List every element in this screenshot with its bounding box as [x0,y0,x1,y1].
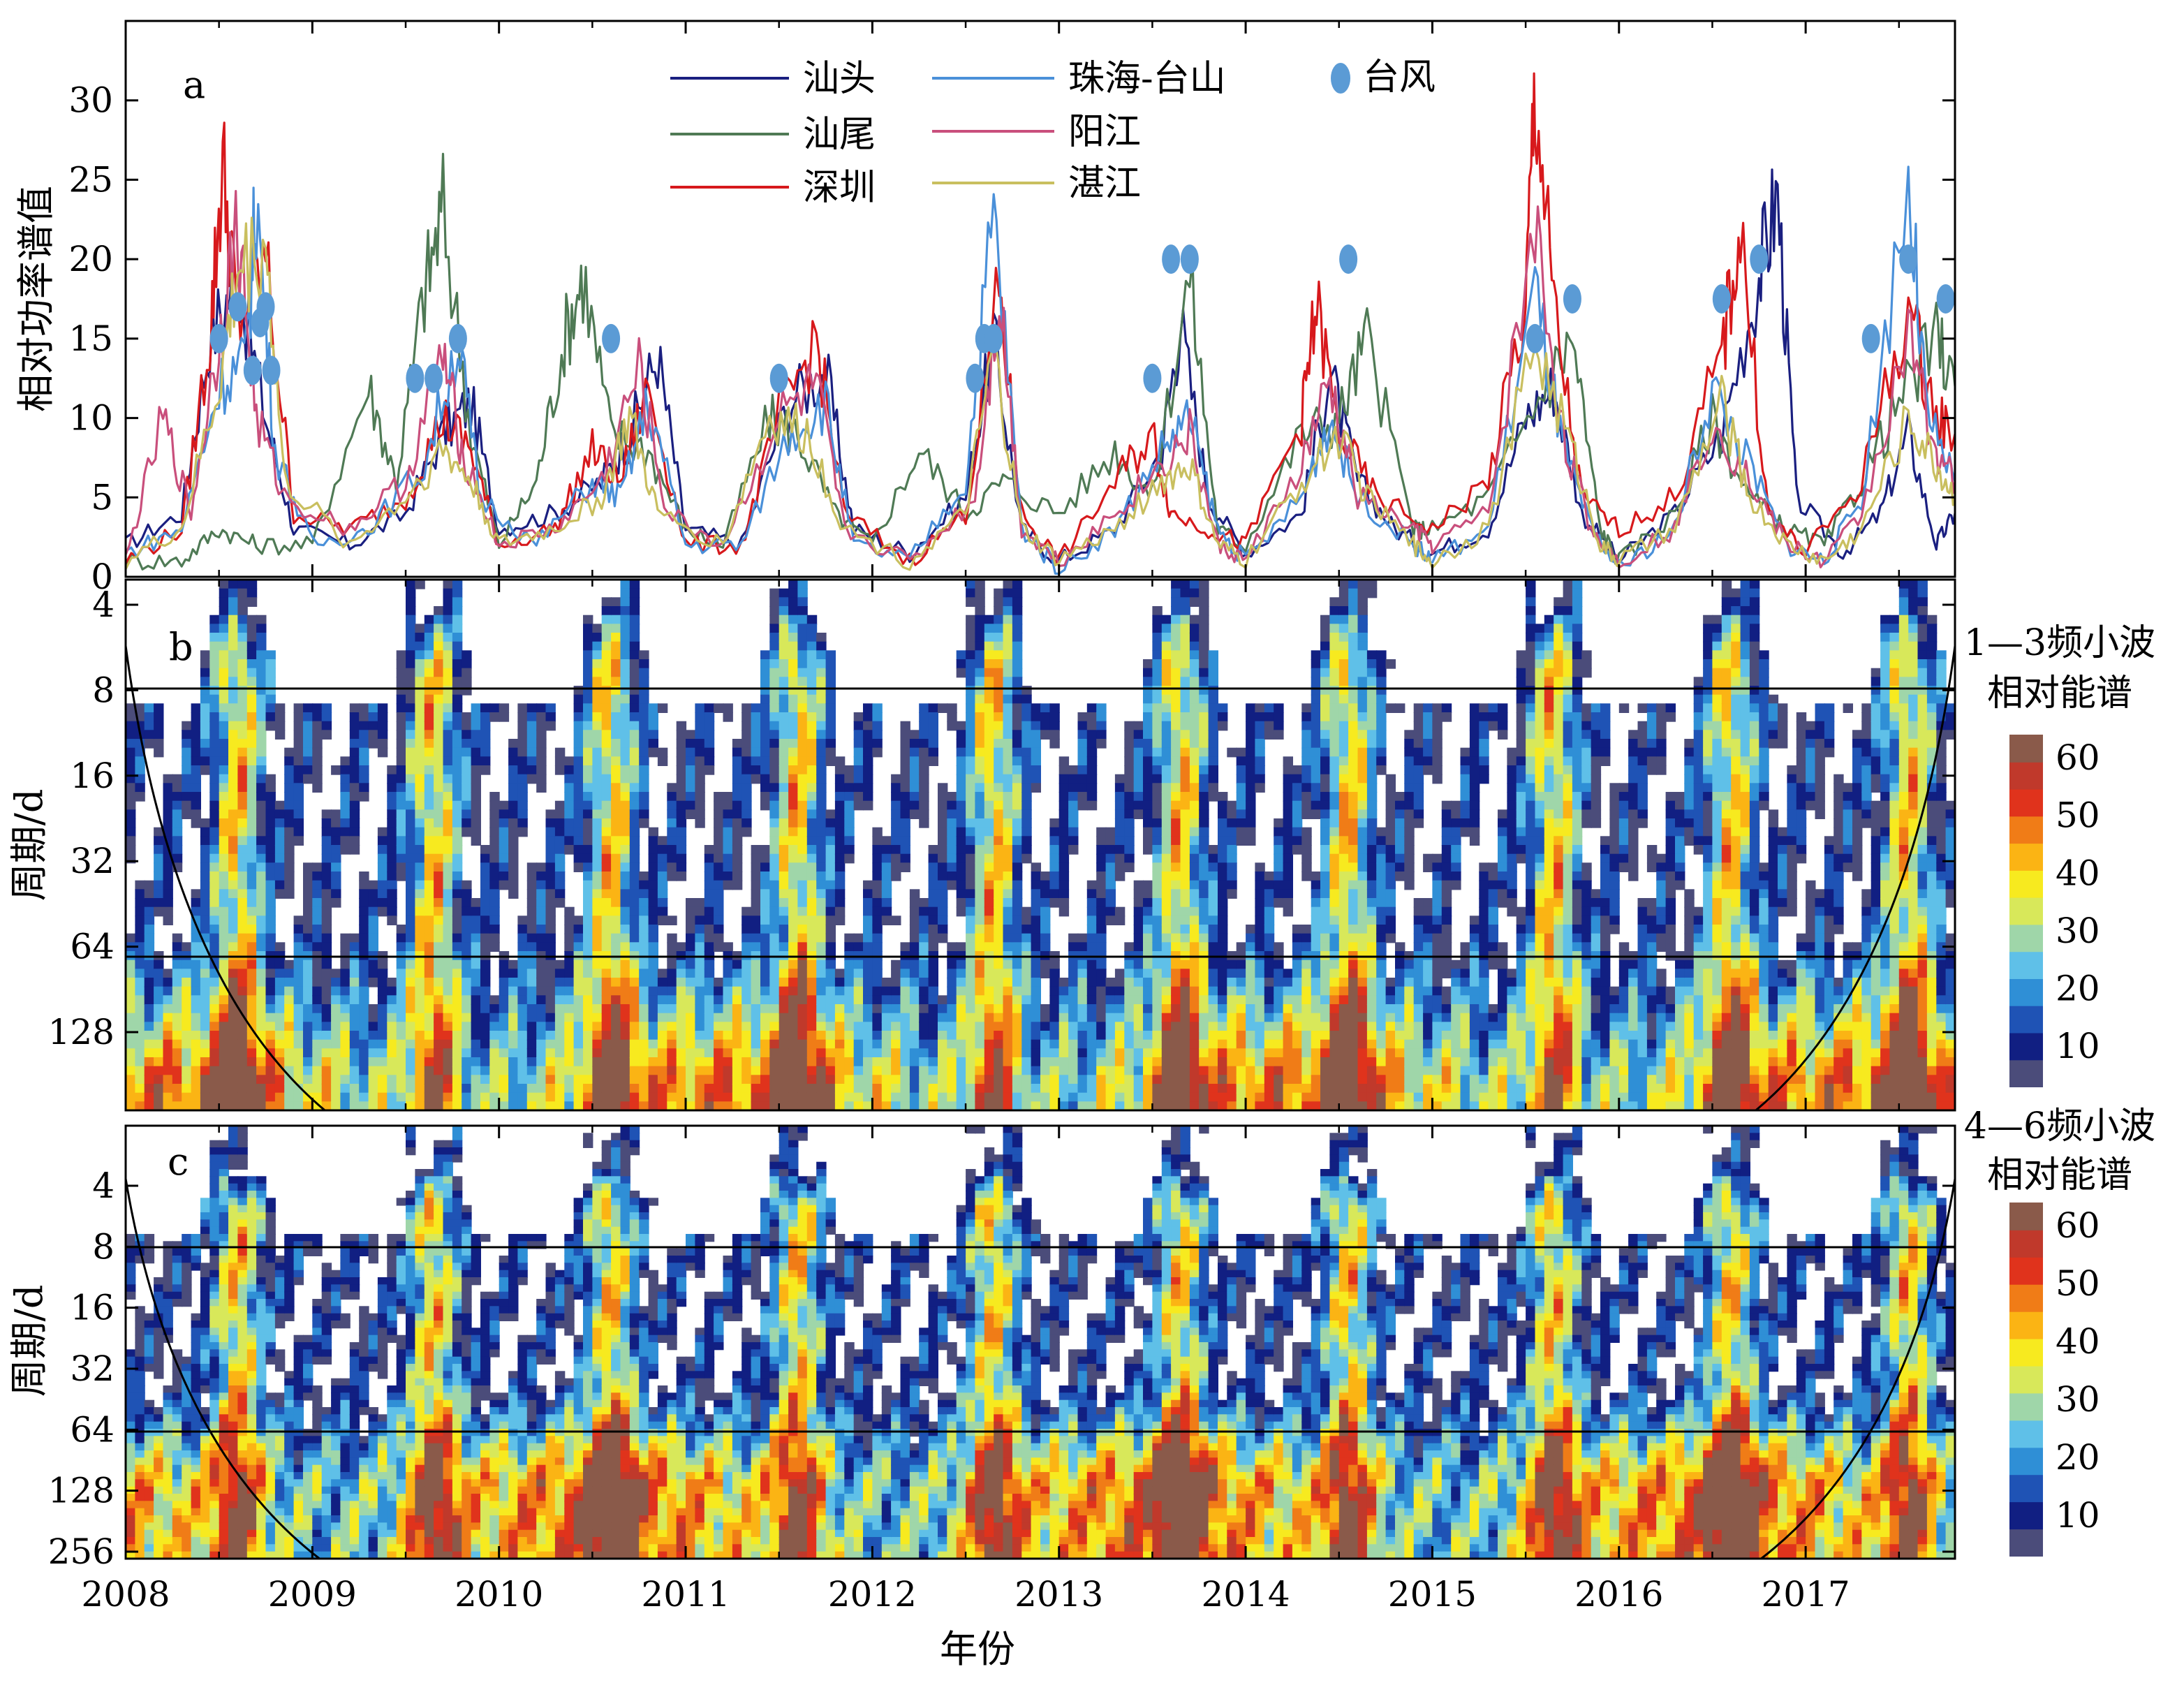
typhoon-marker [966,364,984,393]
typhoon-marker [1143,364,1161,393]
typhoon-marker [1713,284,1731,314]
typhoon-marker [1162,244,1180,274]
colorbar-c-title-2: 相对能谱 [1987,1154,2132,1196]
x-tick: 2013 [1014,1574,1103,1615]
wavelet-c [119,1126,1962,1615]
y-tick-c: 4 [92,1165,115,1206]
x-tick: 2012 [828,1574,917,1615]
y-tick-b: 4 [92,584,115,625]
colorbar-tick: 60 [2056,737,2100,778]
x-label: 年份 [940,1627,1015,1671]
typhoon-marker [1339,244,1357,274]
y-tick-a: 20 [68,239,113,279]
y-tick-a: 5 [91,477,113,517]
colorbar-tick: 50 [2056,795,2100,836]
colorbar-tick: 50 [2056,1263,2100,1304]
y-label-c: 周期/d [7,1285,51,1397]
y-label-a: 相对功率谱值 [14,186,58,412]
typhoon-marker [425,364,443,393]
y-tick-c: 256 [48,1531,115,1572]
colorbar-tick: 40 [2056,853,2100,893]
typhoon-marker [984,324,1003,353]
x-tick: 2015 [1388,1574,1477,1615]
colorbar-b-title-1: 1—3频小波 [1964,622,2155,664]
y-tick-b: 128 [48,1012,115,1052]
colorbar-b: 10 20 30 40 50 60 [2009,735,2100,1087]
y-tick-c: 128 [48,1471,115,1511]
typhoon-marker [602,324,620,353]
colorbar-b-title-2: 相对能谱 [1987,672,2132,714]
typhoon-marker [770,364,788,393]
colorbar-tick: 20 [2056,969,2100,1009]
typhoon-marker [263,355,281,385]
y-tick-c: 8 [92,1226,115,1267]
typhoon-marker [1937,284,1955,314]
typhoon-marker [228,292,246,321]
legend-zhuhai: 珠海-台山 [1068,58,1226,100]
legend-typhoon: 台风 [1363,57,1436,98]
y-label-b: 周期/d [7,789,51,902]
y-tick-c: 16 [70,1288,115,1328]
frame-a [126,21,1955,577]
legend-shanwei: 汕尾 [803,114,876,156]
y-tick-b: 32 [70,841,115,881]
typhoon-marker [210,324,228,353]
panel-label-b: b [169,625,193,669]
typhoon-marker [257,292,275,321]
typhoon-marker [1899,244,1917,274]
typhoon-marker [406,364,424,393]
y-tick-c: 32 [70,1348,115,1389]
x-tick: 2009 [268,1574,357,1615]
series-line-2 [126,73,1955,565]
x-tick: 2014 [1201,1574,1290,1615]
y-tick-c: 64 [70,1409,115,1450]
colorbar-tick: 30 [2056,1379,2100,1420]
legend-a: 汕头 汕尾 深圳 珠海-台山 阳江 湛江 台风 [670,57,1436,209]
x-tick: 2016 [1574,1574,1663,1615]
x-tick: 2008 [81,1574,170,1615]
typhoon-marker [1862,324,1880,353]
y-tick-a: 10 [68,398,113,439]
panel-label-c: c [168,1140,189,1184]
y-tick-a: 15 [68,318,113,359]
panel-label-a: a [183,63,205,107]
colorbar-c: 10 20 30 40 50 60 [2009,1203,2100,1557]
colorbar-tick: 20 [2056,1437,2100,1478]
typhoon-marker [1181,244,1199,274]
wavelet-b [119,580,1962,1166]
y-tick-a: 25 [68,159,113,200]
legend-shantou: 汕头 [803,58,876,100]
colorbar-c-title-1: 4—6频小波 [1964,1105,2155,1147]
y-tick-b: 64 [70,927,115,967]
series-line-4 [126,191,1955,568]
typhoon-marker [1750,244,1768,274]
x-tick: 2017 [1761,1574,1850,1615]
y-tick-a: 30 [68,80,113,121]
colorbar-tick: 60 [2056,1205,2100,1246]
colorbar-tick: 30 [2056,911,2100,951]
colorbar-tick: 10 [2056,1495,2100,1536]
legend-yangjiang: 阳江 [1068,111,1141,153]
x-tick: 2010 [455,1574,543,1615]
legend-shenzhen: 深圳 [803,167,876,209]
y-tick-b: 16 [70,756,115,796]
x-tick: 2011 [641,1574,730,1615]
typhoon-marker [1563,284,1581,314]
typhoon-legend-marker [1331,63,1350,94]
legend-zhanjiang: 湛江 [1068,163,1141,205]
typhoon-marker [244,355,262,385]
typhoon-marker [449,324,467,353]
colorbar-tick: 40 [2056,1321,2100,1362]
line-panel-a [126,73,1955,573]
y-tick-b: 8 [92,670,115,710]
typhoon-marker [1526,324,1544,353]
colorbar-tick: 10 [2056,1026,2100,1066]
